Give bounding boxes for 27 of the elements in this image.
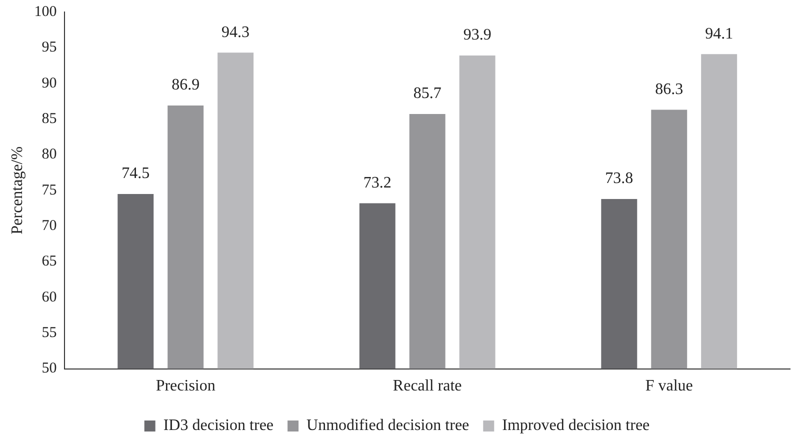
y-tick-label: 80: [42, 146, 57, 163]
legend-label: Improved decision tree: [502, 417, 650, 434]
data-label: 85.7: [413, 85, 442, 102]
data-label: 86.9: [172, 76, 200, 94]
legend-label: ID3 decision tree: [163, 417, 274, 434]
x-tick-label: Precision: [156, 378, 216, 395]
data-label: 73.8: [605, 170, 634, 188]
y-tick-label: 55: [42, 325, 57, 342]
data-label: 73.2: [363, 174, 392, 192]
data-label: 94.3: [222, 24, 250, 41]
data-label: 74.5: [122, 165, 150, 182]
x-tick-label: Recall rate: [392, 378, 462, 395]
y-tick-label: 85: [42, 110, 57, 127]
data-label: 94.1: [705, 25, 734, 42]
y-axis-title: Percentage/%: [8, 146, 26, 234]
y-tick-label: 90: [42, 75, 57, 92]
legend-label: Unmodified decision tree: [306, 417, 470, 434]
y-tick-label: 75: [42, 182, 57, 198]
data-label: 86.3: [655, 80, 684, 98]
y-tick-label: 70: [42, 218, 57, 234]
y-tick-label: 95: [42, 40, 57, 56]
y-tick-label: 50: [42, 360, 57, 377]
y-tick-label: 100: [34, 4, 57, 20]
data-label: 93.9: [463, 26, 492, 44]
x-tick-label: F value: [645, 378, 693, 395]
y-tick-label: 60: [42, 289, 57, 306]
y-tick-label: 65: [42, 254, 57, 270]
